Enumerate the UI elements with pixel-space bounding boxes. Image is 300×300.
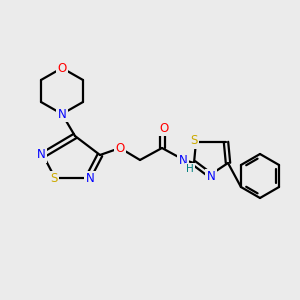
Text: H: H [186,164,194,174]
Text: S: S [50,172,58,185]
Text: N: N [207,170,215,184]
Text: O: O [159,122,169,134]
Text: N: N [58,107,66,121]
Text: N: N [37,148,45,161]
Text: N: N [85,172,94,185]
Text: O: O [116,142,124,154]
Text: S: S [190,134,198,148]
Text: O: O [57,61,67,74]
Text: N: N [178,154,188,166]
